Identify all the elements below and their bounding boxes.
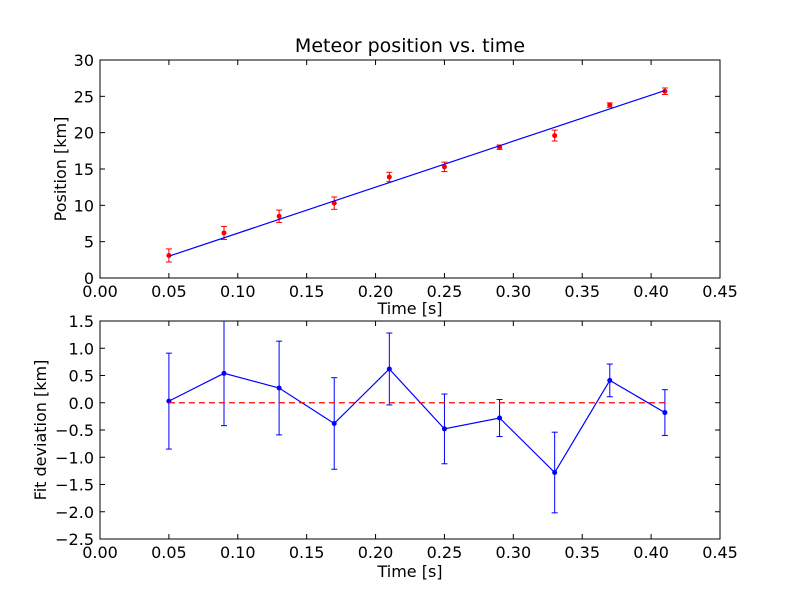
x-tick-label: 0.30 (496, 543, 532, 562)
deviation-line (168, 368, 666, 474)
x-tick-label: 0.35 (564, 282, 600, 301)
deviation-chart: 0.00 0.05 0.10 0.15 0.20 0.25 0.30 0.35 0.40 0.45… (31, 312, 738, 581)
y-tick-label: 10 (74, 196, 94, 215)
y-tick-label: 1.0 (69, 339, 94, 358)
data-point (607, 102, 613, 108)
data-point (386, 366, 392, 372)
x-tick-label: 0.40 (633, 543, 669, 562)
x-axis-label: Time [s] (376, 562, 442, 581)
x-axis-label: Time [s] (376, 299, 442, 318)
y-tick-label: 0.0 (69, 394, 94, 413)
data-point (386, 174, 392, 180)
y-tick-label: 30 (74, 51, 94, 70)
x-tick-labels: 0.00 0.05 0.10 0.15 0.20 0.25 0.30 0.35 0.40 0.45 (82, 60, 738, 301)
x-tick-label: 0.25 (427, 543, 463, 562)
data-point (331, 420, 337, 426)
data-point (221, 370, 227, 376)
x-tick-label: 0.20 (358, 282, 394, 301)
data-point (552, 133, 558, 139)
position-chart: Meteor position vs. time 0.00 0.05 0.10 0.1… (51, 35, 738, 318)
data-point (441, 164, 447, 170)
x-tick-label: 0.05 (151, 543, 187, 562)
y-tick-label: −2.5 (55, 530, 94, 549)
y-axis-label: Position [km] (51, 117, 70, 222)
x-tick-label: 0.35 (564, 543, 600, 562)
x-tick-label: 0.20 (358, 543, 394, 562)
x-tick-label: 0.15 (289, 282, 325, 301)
x-tick-label: 0.05 (151, 282, 187, 301)
data-point (276, 213, 282, 219)
y-tick-label: 1.5 (69, 312, 94, 331)
data-point (221, 230, 227, 236)
axes-frame (99, 59, 721, 279)
x-tick-label: 0.40 (633, 282, 669, 301)
y-tick-label: 15 (74, 160, 94, 179)
data-point (662, 88, 668, 94)
plot-area (165, 320, 668, 514)
x-tick-label: 0.45 (702, 282, 738, 301)
y-tick-label: 0 (84, 269, 94, 288)
x-tick-label: 0.15 (289, 543, 325, 562)
y-tick-label: 25 (74, 87, 94, 106)
axes-frame (99, 320, 721, 540)
plot-area (165, 87, 668, 263)
y-tick-label: −1.5 (55, 476, 94, 495)
y-tick-label: −2.0 (55, 503, 94, 522)
x-tick-label: 0.00 (82, 282, 118, 301)
data-point (662, 410, 668, 416)
data-point (497, 415, 503, 421)
chart-title: Meteor position vs. time (295, 35, 525, 57)
x-tick-label: 0.10 (220, 282, 256, 301)
data-point (276, 385, 282, 391)
y-tick-labels: 0 5 10 15 20 25 30 (74, 51, 720, 288)
x-tick-label: 0.30 (496, 282, 532, 301)
data-point (441, 426, 447, 432)
y-tick-label: −0.5 (55, 421, 94, 440)
y-tick-label: 20 (74, 124, 94, 143)
fit-line (168, 89, 666, 257)
data-point (607, 377, 613, 383)
y-tick-label: −1.0 (55, 448, 94, 467)
x-tick-label: 0.10 (220, 543, 256, 562)
y-tick-label: 0.5 (69, 367, 94, 386)
x-tick-label: 0.25 (427, 282, 463, 301)
data-point (552, 470, 558, 476)
data-point (166, 252, 172, 258)
y-tick-labels: −2.5 −2.0 −1.5 −1.0 −0.5 0.0 0.5 1.0 1.5 (55, 312, 720, 549)
x-tick-label: 0.45 (702, 543, 738, 562)
x-tick-labels: 0.00 0.05 0.10 0.15 0.20 0.25 0.30 0.35 0.40 0.45 (82, 321, 738, 562)
y-tick-label: 5 (84, 233, 94, 252)
y-axis-label: Fit deviation [km] (31, 360, 50, 501)
x-tick-label: 0.00 (82, 543, 118, 562)
